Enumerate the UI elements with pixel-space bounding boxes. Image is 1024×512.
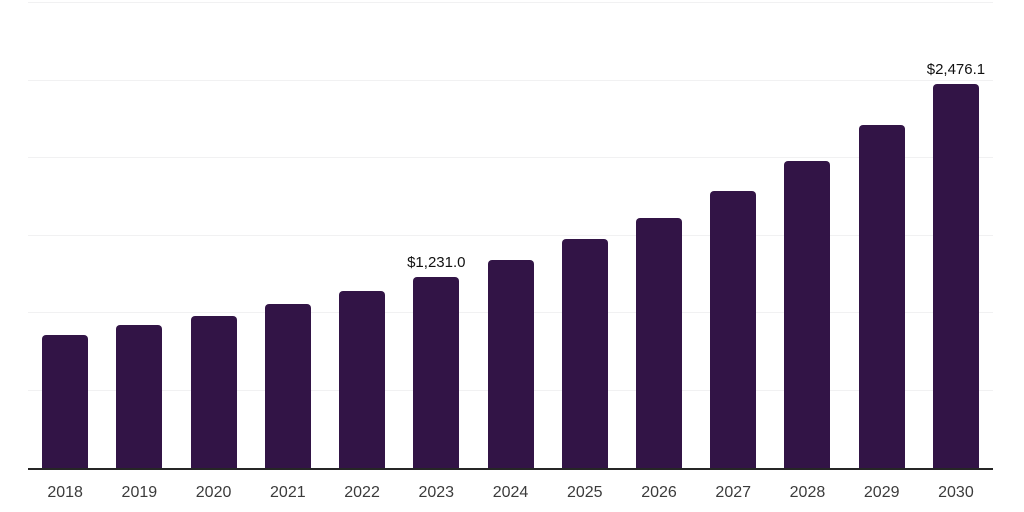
bar-slot-2026 xyxy=(622,3,696,468)
bar-slot-2025 xyxy=(548,3,622,468)
x-axis: 2018 2019 2020 2021 2022 2023 2024 2025 2026 2027… xyxy=(28,472,993,512)
x-axis-label-2023: 2023 xyxy=(418,484,455,501)
bar-2029 xyxy=(858,124,905,468)
bar-2020 xyxy=(190,315,237,468)
bar-slot-2029 xyxy=(845,3,919,468)
x-axis-label-2018: 2018 xyxy=(47,484,83,501)
bar-2021 xyxy=(264,303,311,468)
bar-2018 xyxy=(42,334,89,468)
bar-slot-2023: $1,231.0 xyxy=(399,3,473,468)
x-axis-label-2019: 2019 xyxy=(121,484,158,501)
bar-slot-2019 xyxy=(102,3,176,468)
bar-2024 xyxy=(487,260,534,468)
bar-2028 xyxy=(784,161,831,468)
bar-2025 xyxy=(561,239,608,468)
bar-slot-2021 xyxy=(251,3,325,468)
bar-slot-2018 xyxy=(28,3,102,468)
x-axis-label-2022: 2022 xyxy=(344,484,380,501)
bar-slot-2030: $2,476.1 xyxy=(919,3,993,468)
x-axis-label-2029: 2029 xyxy=(863,484,900,501)
x-axis-label-2025: 2025 xyxy=(566,484,603,501)
bar-slot-2027 xyxy=(696,3,770,468)
bar-slot-2024 xyxy=(473,3,547,468)
x-axis-label-2020: 2020 xyxy=(195,484,232,501)
x-axis-label-2028: 2028 xyxy=(789,484,826,501)
bar-2027 xyxy=(710,190,757,468)
x-axis-label-2030: 2030 xyxy=(938,484,974,501)
bar-slot-2022 xyxy=(325,3,399,468)
bar-value-label-2030: $2,476.1 xyxy=(926,60,986,78)
bar-2023 xyxy=(413,277,460,468)
x-axis-label-2021: 2021 xyxy=(270,484,306,501)
bar-2022 xyxy=(339,290,386,468)
bar-2030 xyxy=(932,84,979,468)
bar-2026 xyxy=(635,217,682,468)
bar-2019 xyxy=(116,324,163,468)
x-axis-label-2024: 2024 xyxy=(492,484,529,501)
x-axis-label-2027: 2027 xyxy=(715,484,752,501)
bar-value-label-2023: $1,231.0 xyxy=(407,253,466,271)
bar-slot-2020 xyxy=(176,3,250,468)
plot-area: $1,231.0 $2,476.1 xyxy=(28,2,993,470)
x-axis-label-2026: 2026 xyxy=(641,484,677,501)
bar-slot-2028 xyxy=(770,3,844,468)
